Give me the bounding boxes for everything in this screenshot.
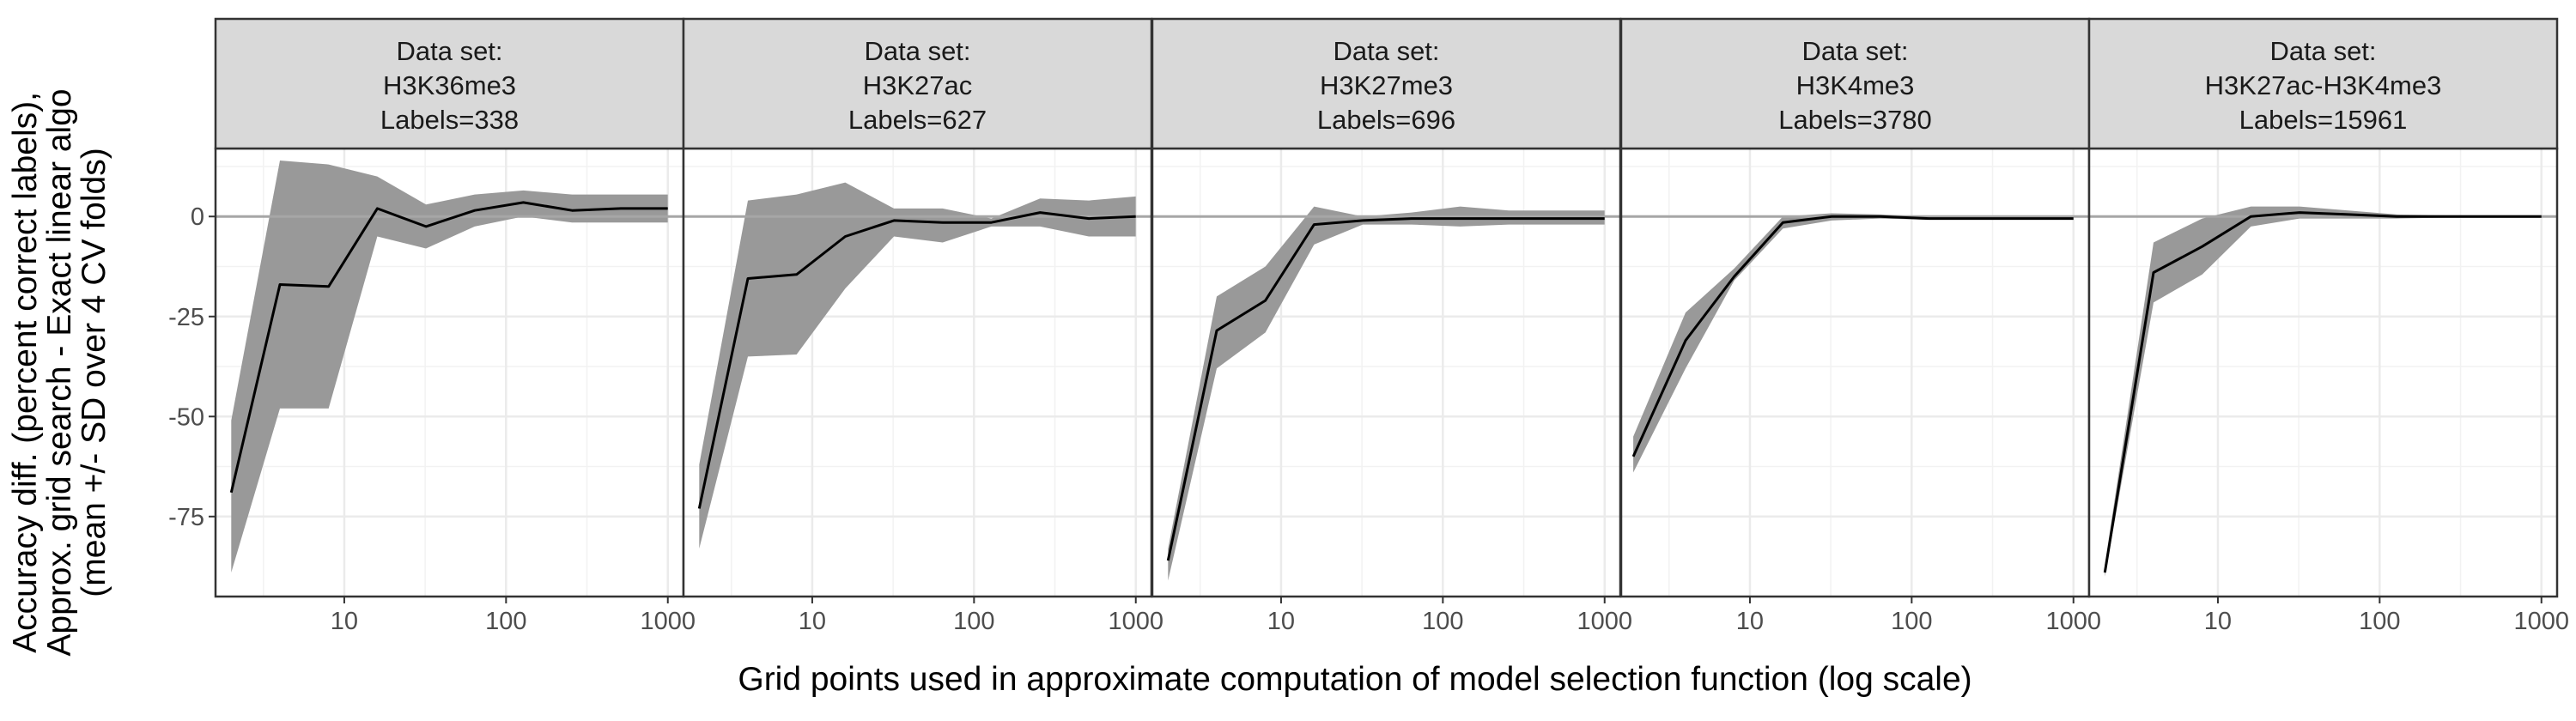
facet-strip xyxy=(1151,17,1622,150)
x-tick-label: 10 xyxy=(2204,608,2232,635)
facet-strip-label: H3K36me3 xyxy=(383,70,516,100)
x-tick-label: 1000 xyxy=(640,608,696,635)
x-tick-label: 10 xyxy=(799,608,826,635)
mean-line xyxy=(1166,217,1605,561)
x-tick-label: 100 xyxy=(953,608,994,635)
facet-panel: Data set: H3K27me3 Labels=696 10 100 1000 xyxy=(1151,17,1632,635)
panel-background xyxy=(2089,148,2557,597)
x-tick-label: 10 xyxy=(1267,608,1295,635)
x-tick-label: 1000 xyxy=(2045,608,2101,635)
sd-ribbon xyxy=(699,182,1136,549)
x-tick-label: 1000 xyxy=(1108,608,1163,635)
facet-strip-label: Labels=15961 xyxy=(2239,105,2408,135)
facet-strip-label: H3K27me3 xyxy=(1320,70,1453,100)
x-tick-label: 100 xyxy=(2359,608,2400,635)
sd-ribbon xyxy=(1168,206,1605,581)
x-tick-label: 1000 xyxy=(2513,608,2569,635)
mean-line xyxy=(1631,215,2074,457)
x-tick-label: 1000 xyxy=(1577,608,1632,635)
mean-line xyxy=(2103,211,2542,573)
y-tick-label: -25 xyxy=(168,304,204,331)
facet-panel: Data set: H3K4me3 Labels=3780 10 100 1000 xyxy=(1619,17,2101,635)
x-tick-label: 10 xyxy=(1736,608,1764,635)
facet-panel: Data set: H3K36me3 Labels=338 10 100 1000 xyxy=(214,17,696,635)
x-tick-label: 100 xyxy=(1891,608,1932,635)
y-tick-label: -50 xyxy=(168,403,204,431)
x-tick-label: 100 xyxy=(485,608,526,635)
facet-strip-label: Data set: xyxy=(2269,36,2376,66)
facet-strip-label: Labels=338 xyxy=(380,105,519,135)
x-tick-label: 10 xyxy=(331,608,358,635)
facet-strip-label: Labels=696 xyxy=(1317,105,1455,135)
y-tick-label: 0 xyxy=(191,203,204,231)
panel-background xyxy=(1621,148,2089,597)
y-axis-title-line: (mean +/- SD over 4 CV folds) xyxy=(76,148,112,597)
chart-panels: 0 -25 -50 -75 Data set: H3K36me3 Labels=338 10 1… xyxy=(168,17,2569,635)
facet-strip-label: H3K27ac xyxy=(863,70,973,100)
facet-strip-label: Labels=3780 xyxy=(1778,105,1931,135)
facet-strip-label: Labels=627 xyxy=(848,105,987,135)
facet-strip-label: Data set: xyxy=(1333,36,1439,66)
mean-line xyxy=(697,211,1136,509)
x-tick-label: 100 xyxy=(1422,608,1463,635)
facet-strip xyxy=(2087,17,2559,150)
x-axis-title: Grid points used in approximate computat… xyxy=(738,661,1971,698)
facet-strip-label: H3K27ac-H3K4me3 xyxy=(2205,70,2442,100)
facet-strip xyxy=(214,17,685,150)
y-axis-title-line: Approx. grid search - Exact linear algo xyxy=(41,88,78,656)
facet-panel: Data set: H3K27ac-H3K4me3 Labels=15961 10 10… xyxy=(2087,17,2569,635)
facet-strip-label: Data set: xyxy=(1801,36,1908,66)
facet-strip-label: Data set: xyxy=(864,36,970,66)
mean-line xyxy=(229,201,668,494)
y-axis-title-line: Accuracy diff. (percent correct labels), xyxy=(7,92,44,653)
facet-strip-label: H3K4me3 xyxy=(1796,70,1915,100)
y-axis-title: Accuracy diff. (percent correct labels),… xyxy=(7,88,112,656)
sd-ribbon xyxy=(231,161,668,573)
y-tick-label: -75 xyxy=(168,504,204,531)
facet-panel: Data set: H3K27ac Labels=627 10 100 1000 xyxy=(682,17,1163,635)
facet-strip-label: Data set: xyxy=(396,36,502,66)
